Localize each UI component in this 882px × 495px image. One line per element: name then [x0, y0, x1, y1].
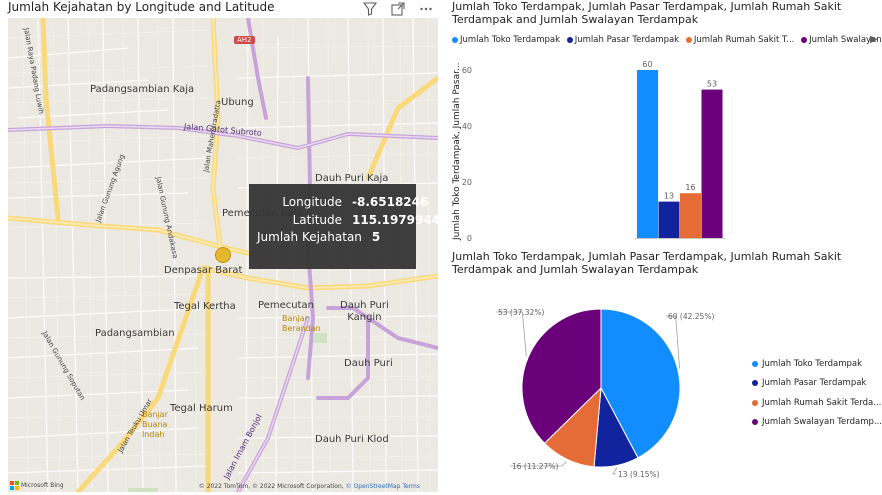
pie-slice-swalayan[interactable]	[521, 308, 602, 444]
legend-dot-icon	[752, 380, 758, 387]
place-tegal-harum: Tegal Harum	[170, 403, 233, 414]
map-copyright: © 2022 TomTom, © 2022 Microsoft Corporat…	[199, 483, 420, 490]
legend-item-rumah-sakit[interactable]: Jumlah Rumah Sakit T...	[685, 35, 795, 45]
y-tick-label-60: 60	[462, 66, 472, 75]
pie-leader-line-pasar	[612, 467, 618, 475]
legend-item-pasar[interactable]: Jumlah Pasar Terdampak	[566, 35, 680, 45]
highway-badge: AH2	[234, 36, 255, 44]
place-banjar-berandan: Banjar Berandan	[282, 314, 321, 333]
legend-label: Jumlah Pasar Terdampak	[762, 378, 867, 389]
y-tick-label-20: 20	[462, 178, 472, 187]
copyright-text: © 2022 TomTom, © 2022 Microsoft Corporat…	[198, 483, 344, 490]
legend-dot-icon	[752, 399, 758, 406]
place-dauh-puri-kaja: Dauh Puri Kaja	[315, 173, 389, 184]
tooltip-label: Jumlah Kejahatan	[257, 230, 362, 244]
bar-data-label-toko: 60	[642, 60, 652, 69]
bar-chart-visual[interactable]: Jumlah Toko Terdampak, Jumlah Pasar Terd…	[448, 0, 882, 248]
pie-chart-plot: 60 (42.25%) 13 (9.15%) 16 (11.27%) 53 (37.3…	[496, 308, 714, 479]
bar-data-label-rumah-sakit: 16	[685, 183, 695, 192]
place-dauh-puri-klod: Dauh Puri Klod	[315, 434, 389, 445]
terms-link[interactable]: Terms	[402, 483, 420, 490]
legend-dot-icon	[566, 37, 573, 43]
tooltip-value: 5	[371, 230, 381, 244]
tooltip-row-jumlah-kejahatan: Jumlah Kejahatan 5	[257, 229, 408, 247]
legend-dot-icon	[452, 37, 458, 43]
place-ubung: Ubung	[221, 97, 254, 108]
legend-label: Jumlah Rumah Sakit T...	[693, 35, 795, 45]
pie-data-label-pasar: 13 (9.15%)	[618, 470, 660, 479]
legend-label: Jumlah Swalayan Terdamp...	[762, 417, 882, 428]
bing-attribution: Microsoft Bing	[10, 481, 64, 490]
legend-label: Jumlah Toko Terdampak	[762, 358, 863, 369]
place-pemecutan: Pemecutan	[258, 300, 314, 311]
tooltip-value: -8.6518246	[352, 195, 429, 209]
tooltip-label: Longitude	[282, 195, 342, 209]
microsoft-logo-icon	[10, 481, 19, 490]
y-tick-label-40: 40	[462, 122, 472, 131]
pie-data-label-swalayan: 53 (37.32%)	[498, 308, 544, 317]
legend-label: Jumlah Toko Terdampak	[460, 35, 561, 45]
focus-mode-icon[interactable]	[388, 2, 408, 20]
tooltip-value: 115.1979944	[352, 212, 441, 227]
pie-legend-item-swalayan[interactable]: Jumlah Swalayan Terdamp...	[752, 413, 882, 433]
bar-chart-title: Jumlah Toko Terdampak, Jumlah Pasar Terd…	[452, 0, 841, 26]
legend-item-swalayan[interactable]: Jumlah Swalayan ...	[801, 35, 882, 45]
place-dauh-puri-kangin: Dauh Puri Kangin	[340, 300, 389, 323]
place-denpasar-barat: Denpasar Barat	[164, 265, 243, 276]
bar-data-label-pasar: 13	[664, 192, 674, 201]
pie-legend-item-pasar[interactable]: Jumlah Pasar Terdampak	[752, 374, 882, 394]
tooltip-label: Latitude	[292, 212, 342, 227]
map-tooltip: Longitude -8.6518246 Latitude 115.197994…	[249, 184, 441, 269]
bar-data-label-swalayan: 53	[707, 80, 717, 89]
y-tick-label-0: 0	[467, 234, 472, 243]
pie-leader-line-swalayan	[496, 311, 527, 357]
bar-title-line2: Terdampak and Jumlah Swalayan Terdampak	[452, 13, 699, 26]
place-padangsambian-kaja: Padangsambian Kaja	[90, 84, 195, 95]
data-point-marker[interactable]	[215, 247, 231, 263]
place-dauh-puri: Dauh Puri	[344, 358, 393, 369]
more-options-icon[interactable]	[416, 2, 436, 20]
pie-legend-item-rumah-sakit[interactable]: Jumlah Rumah Sakit Terda...	[752, 393, 882, 413]
map-visual[interactable]: Jumlah Kejahatan by Longitude and Latitu…	[0, 0, 440, 495]
visual-header-icons	[360, 2, 436, 20]
legend-label: Jumlah Pasar Terdampak	[574, 35, 680, 45]
bar-toko[interactable]	[637, 70, 658, 238]
pie-title-line1: Jumlah Toko Terdampak, Jumlah Pasar Terd…	[452, 250, 842, 263]
place-banjar-buana-indah: Banjar Buana Indah	[142, 410, 168, 439]
pie-chart-title: Jumlah Toko Terdampak, Jumlah Pasar Terd…	[452, 250, 841, 276]
legend-dot-icon	[801, 37, 808, 43]
pie-data-label-toko: 60 (42.25%)	[668, 312, 714, 321]
legend-dot-icon	[685, 37, 692, 43]
pie-chart-visual[interactable]: Jumlah Toko Terdampak, Jumlah Pasar Terd…	[448, 248, 882, 495]
pie-legend-item-toko[interactable]: Jumlah Toko Terdampak	[752, 354, 882, 374]
pie-data-label-rumah-sakit: 16 (11.27%)	[512, 462, 558, 471]
bar-swalayan[interactable]	[701, 89, 723, 238]
bar-chart-plot: 0 20 40 60 60 13 16 53	[462, 60, 725, 243]
legend-dot-icon	[752, 419, 758, 426]
bar-pasar[interactable]	[658, 201, 680, 238]
tooltip-row-latitude: Latitude 115.1979944	[257, 212, 441, 230]
legend-label: Jumlah Swalayan ...	[809, 35, 882, 45]
openstreetmap-link[interactable]: © OpenStreetMap	[345, 483, 401, 490]
filter-icon[interactable]	[360, 2, 380, 20]
pie-title-line2: Terdampak and Jumlah Swalayan Terdampak	[452, 263, 699, 276]
legend-dot-icon	[752, 360, 758, 367]
bing-brand: Microsoft Bing	[21, 482, 64, 489]
pie-legend: Jumlah Toko Terdampak Jumlah Pasar Terda…	[752, 354, 882, 432]
tooltip-row-longitude: Longitude -8.6518246	[257, 194, 429, 212]
legend-item-toko[interactable]: Jumlah Toko Terdampak	[452, 35, 560, 45]
legend-label: Jumlah Rumah Sakit Terda...	[762, 397, 882, 408]
map-title: Jumlah Kejahatan by Longitude and Latitu…	[8, 0, 275, 14]
pie-slice-toko[interactable]	[600, 308, 681, 459]
pie-leader-line-toko	[666, 315, 681, 369]
bar-legend: Jumlah Toko Terdampak Jumlah Pasar Terda…	[452, 35, 882, 46]
place-tegal-kertha: Tegal Kertha	[174, 301, 236, 312]
bar-rumah-sakit[interactable]	[680, 193, 701, 238]
place-padangsambian: Padangsambian	[95, 328, 175, 339]
legend-scroll-right-icon[interactable]: ▶	[870, 34, 878, 45]
pie-leader-line-rumah-sakit	[510, 460, 567, 467]
bar-title-line1: Jumlah Toko Terdampak, Jumlah Pasar Terd…	[452, 0, 842, 13]
